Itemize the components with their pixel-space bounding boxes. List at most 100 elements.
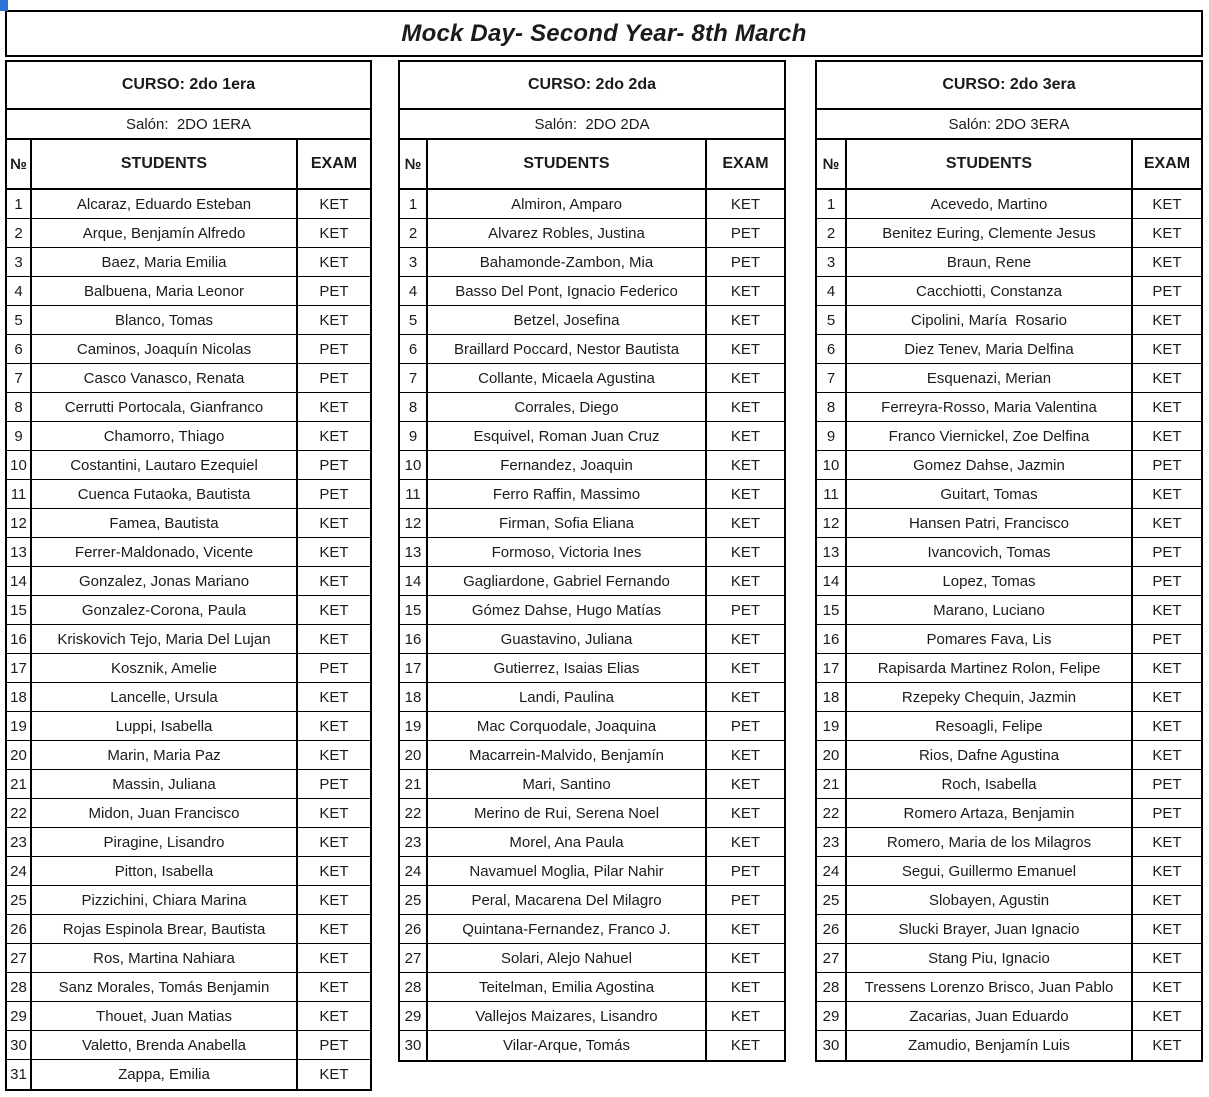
table-row: 3 Bahamonde-Zambon, Mia PET (400, 248, 784, 277)
student-name: Lancelle, Ursula (32, 683, 298, 712)
table-row: 7 Casco Vanasco, Renata PET (7, 364, 370, 393)
exam-type: KET (1133, 915, 1201, 944)
student-name: Rojas Espinola Brear, Bautista (32, 915, 298, 944)
worksheet: Mock Day- Second Year- 8th March CURSO: … (5, 10, 1203, 1091)
exam-type: KET (1133, 886, 1201, 915)
row-number: 20 (7, 741, 32, 770)
page-title-text: Mock Day- Second Year- 8th March (401, 19, 807, 47)
student-name: Peral, Macarena Del Milagro (428, 886, 707, 915)
exam-type: KET (298, 944, 370, 973)
table-row: 21 Mari, Santino KET (400, 770, 784, 799)
table-row: 16 Kriskovich Tejo, Maria Del Lujan KET (7, 625, 370, 654)
table-row: 31 Zappa, Emilia KET (7, 1060, 370, 1089)
row-number: 11 (7, 480, 32, 509)
row-number: 16 (817, 625, 847, 654)
student-name: Morel, Ana Paula (428, 828, 707, 857)
student-name: Gonzalez-Corona, Paula (32, 596, 298, 625)
student-name: Roch, Isabella (847, 770, 1133, 799)
row-number: 23 (7, 828, 32, 857)
student-name: Cacchiotti, Constanza (847, 277, 1133, 306)
student-name: Famea, Bautista (32, 509, 298, 538)
row-number: 13 (7, 538, 32, 567)
table-row: 28 Teitelman, Emilia Agostina KET (400, 973, 784, 1002)
row-number: 3 (400, 248, 428, 277)
table-row: 22 Merino de Rui, Serena Noel KET (400, 799, 784, 828)
exam-type: PET (298, 364, 370, 393)
student-name: Baez, Maria Emilia (32, 248, 298, 277)
student-name: Marin, Maria Paz (32, 741, 298, 770)
exam-type: KET (298, 538, 370, 567)
row-number: 8 (400, 393, 428, 422)
student-name: Caminos, Joaquín Nicolas (32, 335, 298, 364)
row-number: 22 (817, 799, 847, 828)
table-row: 9 Chamorro, Thiago KET (7, 422, 370, 451)
exam-type: KET (730, 1037, 761, 1054)
exam-type: KET (707, 335, 784, 364)
table-row: 20 Marin, Maria Paz KET (7, 741, 370, 770)
exam-type: KET (298, 741, 370, 770)
row-number: 4 (817, 277, 847, 306)
table-row: 30 Valetto, Brenda Anabella PET (7, 1031, 370, 1060)
table-row: 11 Ferro Raffin, Massimo KET (400, 480, 784, 509)
row-number: 26 (7, 915, 32, 944)
exam-type: PET (298, 1031, 370, 1060)
exam-type: KET (1133, 712, 1201, 741)
student-name: Rzepeky Chequin, Jazmin (847, 683, 1133, 712)
col-header-students: STUDENTS (32, 140, 298, 190)
student-name: Landi, Paulina (428, 683, 707, 712)
table-row: 23 Morel, Ana Paula KET (400, 828, 784, 857)
row-number: 11 (400, 480, 428, 509)
col-header-exam: EXAM (1133, 140, 1201, 190)
table-row: 8 Corrales, Diego KET (400, 393, 784, 422)
row-number: 12 (7, 509, 32, 538)
table-row: 18 Rzepeky Chequin, Jazmin KET (817, 683, 1201, 712)
student-name: Betzel, Josefina (428, 306, 707, 335)
student-name: Corrales, Diego (428, 393, 707, 422)
table-row: 15 Gómez Dahse, Hugo Matías PET (400, 596, 784, 625)
student-name: Braun, Rene (847, 248, 1133, 277)
table-row: 2 Benitez Euring, Clemente Jesus KET (817, 219, 1201, 248)
table-row: 26 Rojas Espinola Brear, Bautista KET (7, 915, 370, 944)
student-name: Ferro Raffin, Massimo (428, 480, 707, 509)
table-row: 30 Zamudio, Benjamín Luis KET (817, 1031, 1201, 1060)
row-number: 11 (817, 480, 847, 509)
exam-type: KET (298, 219, 370, 248)
exam-type: KET (707, 654, 784, 683)
exam-type: KET (298, 973, 370, 1002)
row-number: 18 (7, 683, 32, 712)
student-name: Esquivel, Roman Juan Cruz (428, 422, 707, 451)
exam-type: KET (298, 1002, 370, 1031)
student-name: Lopez, Tomas (847, 567, 1133, 596)
row-number: 10 (817, 451, 847, 480)
row-number: 6 (400, 335, 428, 364)
row-number: 17 (400, 654, 428, 683)
row-number: 7 (7, 364, 32, 393)
exam-type: KET (707, 741, 784, 770)
table-row: 12 Famea, Bautista KET (7, 509, 370, 538)
student-name: Piragine, Lisandro (32, 828, 298, 857)
student-name: Rios, Dafne Agustina (847, 741, 1133, 770)
exam-type: KET (1133, 654, 1201, 683)
student-name: Franco Viernickel, Zoe Delfina (847, 422, 1133, 451)
table-row: 14 Gagliardone, Gabriel Fernando KET (400, 567, 784, 596)
row-number: 20 (817, 741, 847, 770)
row-number: 22 (7, 799, 32, 828)
row-number: 24 (817, 857, 847, 886)
row-number: 14 (7, 567, 32, 596)
cell-selection-handle-icon (0, 0, 8, 11)
student-name: Navamuel Moglia, Pilar Nahir (428, 857, 707, 886)
exam-type: KET (298, 886, 370, 915)
exam-type: KET (707, 625, 784, 654)
table-row: 6 Caminos, Joaquín Nicolas PET (7, 335, 370, 364)
student-name: Romero, Maria de los Milagros (847, 828, 1133, 857)
exam-type: KET (298, 712, 370, 741)
row-number: 19 (7, 712, 32, 741)
row-number: 3 (7, 248, 32, 277)
row-number: 5 (7, 306, 32, 335)
student-name: Macarrein-Malvido, Benjamín (428, 741, 707, 770)
exam-type: KET (707, 190, 784, 219)
table-row: 21 Roch, Isabella PET (817, 770, 1201, 799)
student-name: Midon, Juan Francisco (32, 799, 298, 828)
table-row: 14 Lopez, Tomas PET (817, 567, 1201, 596)
student-name: Marano, Luciano (847, 596, 1133, 625)
